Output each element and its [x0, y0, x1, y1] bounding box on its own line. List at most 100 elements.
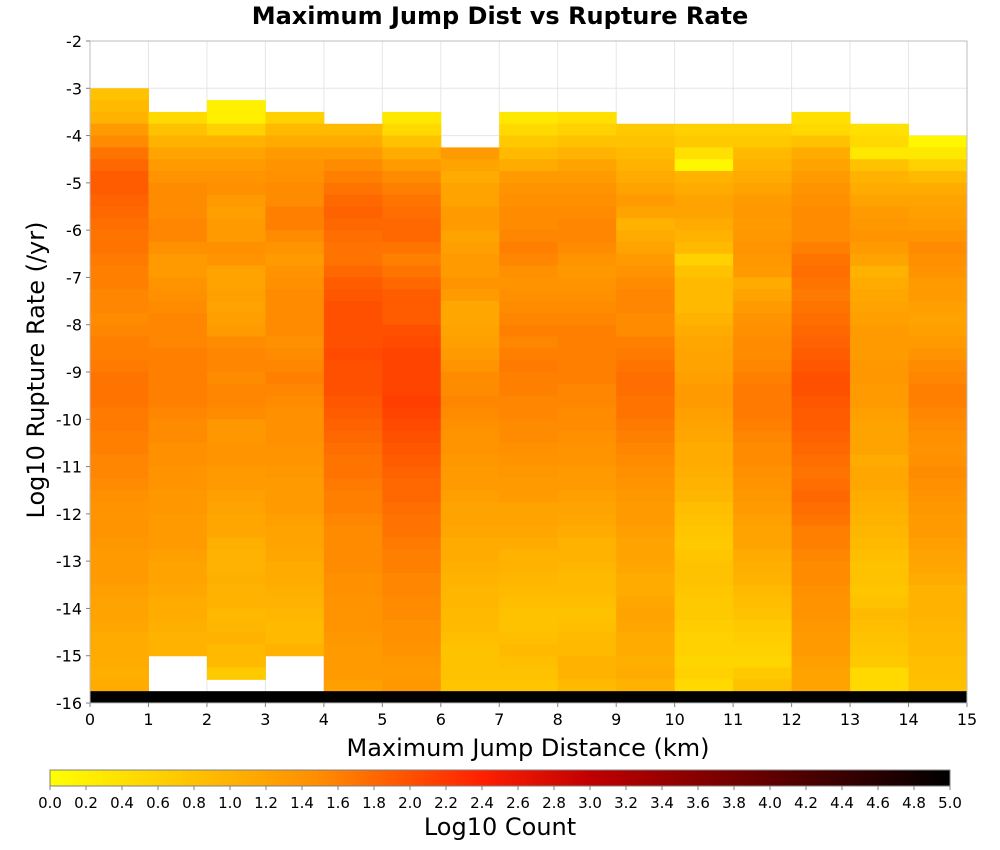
- heatmap-cell: [206, 454, 266, 468]
- heatmap-cell: [850, 230, 910, 243]
- heatmap-cell: [733, 466, 793, 479]
- heatmap-cell: [674, 537, 734, 550]
- heatmap-cell: [674, 478, 734, 491]
- heatmap-cell: [382, 655, 442, 669]
- heatmap-cell: [616, 549, 676, 562]
- heatmap-cell: [148, 312, 208, 326]
- heatmap-cell: [557, 679, 617, 692]
- heatmap-cell: [616, 395, 676, 408]
- heatmap-cell: [265, 324, 325, 338]
- heatmap-cell: [440, 572, 500, 586]
- heatmap-cell: [850, 419, 910, 432]
- heatmap-cell: [616, 241, 676, 255]
- heatmap-cell: [908, 372, 968, 385]
- heatmap-cell: [850, 348, 910, 361]
- heatmap-cell: [557, 218, 617, 231]
- heatmap-cell: [499, 241, 559, 255]
- heatmap-cell: [674, 525, 734, 538]
- heatmap-cell: [382, 620, 442, 633]
- colorbar-tick-label: 2.4: [470, 794, 494, 812]
- heatmap-cell: [616, 478, 676, 491]
- heatmap-cell: [90, 431, 149, 444]
- x-axis-label: Maximum Jump Distance (km): [347, 734, 710, 762]
- heatmap-cell: [557, 395, 617, 408]
- heatmap-cell: [323, 478, 383, 491]
- heatmap-cell: [265, 289, 325, 302]
- heatmap-cell: [850, 679, 910, 692]
- heatmap-cell: [90, 289, 149, 302]
- heatmap-cell: [557, 655, 617, 669]
- heatmap-cell: [323, 383, 383, 397]
- heatmap-cell: [499, 312, 559, 326]
- heatmap-cell: [908, 336, 968, 349]
- heatmap-cell: [791, 301, 851, 314]
- heatmap-cell: [206, 407, 266, 420]
- heatmap-cell: [265, 348, 325, 361]
- heatmap-cell: [382, 123, 442, 137]
- heatmap-cell: [382, 549, 442, 562]
- heatmap-cell: [733, 194, 793, 207]
- heatmap-cell: [616, 135, 676, 148]
- heatmap-cell: [148, 419, 208, 432]
- colorbar-tick-label: 4.8: [902, 794, 926, 812]
- heatmap-cell: [90, 466, 149, 479]
- heatmap-cell: [557, 596, 617, 609]
- heatmap-cell: [791, 111, 851, 125]
- x-tick-label: 11: [723, 710, 743, 729]
- heatmap-cell: [908, 419, 968, 432]
- heatmap-cell: [265, 572, 325, 586]
- heatmap-cell: [323, 301, 383, 314]
- heatmap-cell: [557, 537, 617, 550]
- heatmap-cell: [791, 289, 851, 302]
- heatmap-cell: [791, 490, 851, 503]
- colorbar-tick-label: 3.6: [686, 794, 710, 812]
- x-tick-label: 14: [898, 710, 918, 729]
- heatmap-cell: [733, 253, 793, 267]
- heatmap-cell: [265, 608, 325, 621]
- heatmap-cell: [791, 265, 851, 278]
- colorbar-tick-label: 4.0: [758, 794, 782, 812]
- heatmap-cell: [440, 502, 500, 515]
- heatmap-cell: [557, 348, 617, 361]
- heatmap-cell: [382, 194, 442, 207]
- heatmap-cell: [206, 502, 266, 515]
- heatmap-cell: [616, 537, 676, 550]
- heatmap-cell: [323, 123, 383, 137]
- heatmap-cell: [908, 171, 968, 184]
- heatmap-cell: [148, 336, 208, 349]
- heatmap-cell: [557, 253, 617, 267]
- heatmap-cell: [90, 679, 149, 692]
- heatmap-cell: [791, 241, 851, 255]
- heatmap-cell: [674, 182, 734, 196]
- heatmap-cell: [733, 490, 793, 503]
- heatmap-cell: [90, 182, 149, 196]
- heatmap-cell: [616, 667, 676, 680]
- heatmap-cell: [616, 490, 676, 503]
- heatmap-cell: [148, 372, 208, 385]
- heatmap-cell: [908, 265, 968, 278]
- heatmap-cell: [499, 537, 559, 550]
- heatmap-cell: [206, 620, 266, 633]
- heatmap-cell: [206, 265, 266, 278]
- heatmap-cell: [791, 159, 851, 172]
- colorbar-tick-label: 0.2: [74, 794, 98, 812]
- heatmap-cell: [382, 584, 442, 598]
- heatmap-cell: [265, 442, 325, 456]
- heatmap-cell: [323, 253, 383, 267]
- heatmap-cell: [674, 383, 734, 397]
- heatmap-cell: [674, 407, 734, 420]
- heatmap-cell: [499, 147, 559, 160]
- x-tick-label: 4: [319, 710, 329, 729]
- heatmap-cell: [850, 572, 910, 586]
- heatmap-cell: [733, 620, 793, 633]
- heatmap-cell: [674, 171, 734, 184]
- heatmap-cell: [791, 561, 851, 574]
- heatmap-cell: [499, 549, 559, 562]
- heatmap-cell: [265, 360, 325, 373]
- heatmap-cell: [323, 525, 383, 538]
- heatmap-cell: [90, 395, 149, 408]
- heatmap-cell: [908, 135, 968, 148]
- heatmap-cell: [791, 679, 851, 692]
- heatmap-cell: [557, 620, 617, 633]
- heatmap-cell: [323, 135, 383, 148]
